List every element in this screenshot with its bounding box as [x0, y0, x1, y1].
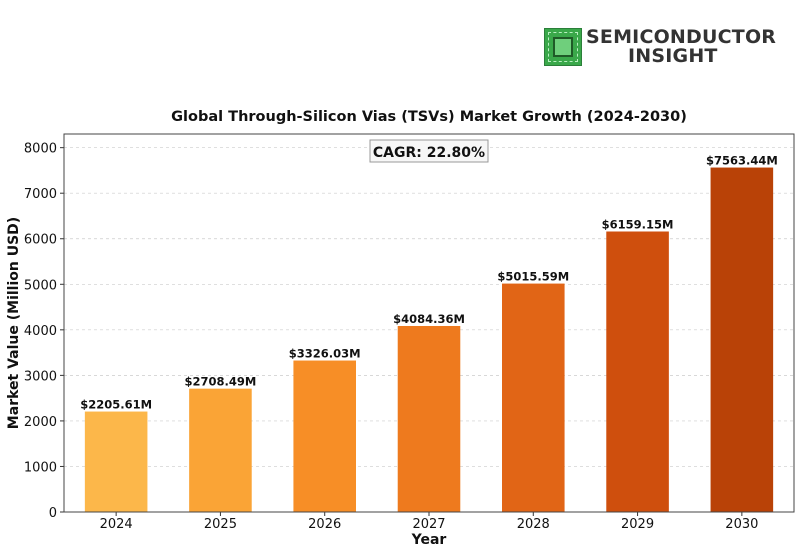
y-tick-label-0: 0: [49, 506, 57, 521]
data-label-2027: $4084.36M: [393, 312, 465, 326]
data-label-2028: $5015.59M: [497, 270, 569, 284]
y-tick-label-3000: 3000: [24, 369, 57, 384]
y-tick-label-5000: 5000: [24, 278, 57, 293]
x-tick-label-2029: 2029: [621, 517, 654, 532]
plot-frame: [63, 133, 795, 513]
x-tick-label-2028: 2028: [517, 517, 550, 532]
data-label-2024: $2205.61M: [80, 398, 152, 412]
y-tick-label-4000: 4000: [24, 324, 57, 339]
bar-2026: [293, 360, 356, 512]
data-label-2030: $7563.44M: [706, 154, 778, 168]
bar-2024: [84, 411, 148, 512]
bar-2029: [606, 231, 669, 512]
x-tick-label-2027: 2027: [412, 517, 445, 532]
cagr-annotation: CAGR: 22.80%: [373, 145, 485, 161]
chart-title: Global Through-Silicon Vias (TSVs) Marke…: [171, 109, 687, 125]
data-label-2029: $6159.15M: [602, 217, 674, 231]
y-tick-label-2000: 2000: [24, 415, 57, 430]
logo-text-line1: SEMICONDUCTOR: [586, 26, 777, 48]
y-axis-label: Market Value (Million USD): [6, 217, 22, 429]
y-tick-label-6000: 6000: [24, 233, 57, 248]
chip-icon: [544, 28, 582, 66]
bar-2027: [397, 325, 461, 512]
x-tick-label-2030: 2030: [725, 517, 758, 532]
x-tick-label-2024: 2024: [100, 517, 133, 532]
y-tick-label-8000: 8000: [24, 142, 57, 157]
x-tick-label-2026: 2026: [308, 517, 341, 532]
data-label-2025: $2708.49M: [185, 375, 257, 389]
data-label-2026: $3326.03M: [289, 347, 361, 361]
bar-2028: [502, 283, 565, 512]
logo-text-line2: INSIGHT: [628, 45, 718, 67]
x-axis-label: Year: [411, 532, 447, 548]
y-tick-label-1000: 1000: [24, 460, 57, 475]
semiconductor-insight-logo: SEMICONDUCTOR INSIGHT: [544, 26, 777, 70]
cagr-box: [369, 139, 489, 163]
x-tick-label-2025: 2025: [204, 517, 237, 532]
bar-2030: [710, 167, 774, 512]
bar-2025: [189, 388, 252, 512]
y-tick-label-7000: 7000: [24, 187, 57, 202]
